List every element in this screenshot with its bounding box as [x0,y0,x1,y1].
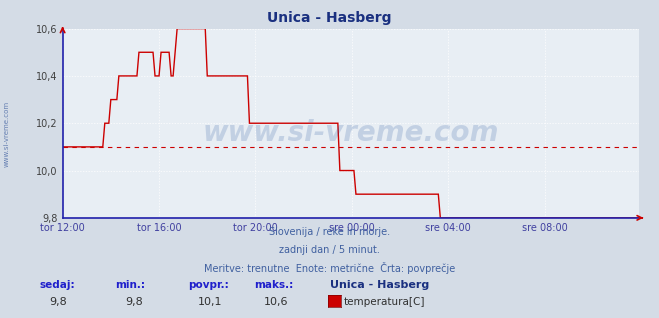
Text: sedaj:: sedaj: [40,280,75,290]
Text: maks.:: maks.: [254,280,293,290]
Text: Meritve: trenutne  Enote: metrične  Črta: povprečje: Meritve: trenutne Enote: metrične Črta: … [204,262,455,274]
Text: 9,8: 9,8 [49,297,67,307]
Text: povpr.:: povpr.: [188,280,229,290]
Text: 9,8: 9,8 [125,297,143,307]
Text: www.si-vreme.com: www.si-vreme.com [3,100,10,167]
Text: temperatura[C]: temperatura[C] [344,297,426,307]
Text: min.:: min.: [115,280,146,290]
Text: Slovenija / reke in morje.: Slovenija / reke in morje. [269,227,390,237]
Text: www.si-vreme.com: www.si-vreme.com [203,119,499,147]
Text: 10,1: 10,1 [198,297,222,307]
Text: 10,6: 10,6 [264,297,288,307]
Text: zadnji dan / 5 minut.: zadnji dan / 5 minut. [279,245,380,255]
Text: Unica - Hasberg: Unica - Hasberg [330,280,429,290]
Text: Unica - Hasberg: Unica - Hasberg [268,11,391,25]
